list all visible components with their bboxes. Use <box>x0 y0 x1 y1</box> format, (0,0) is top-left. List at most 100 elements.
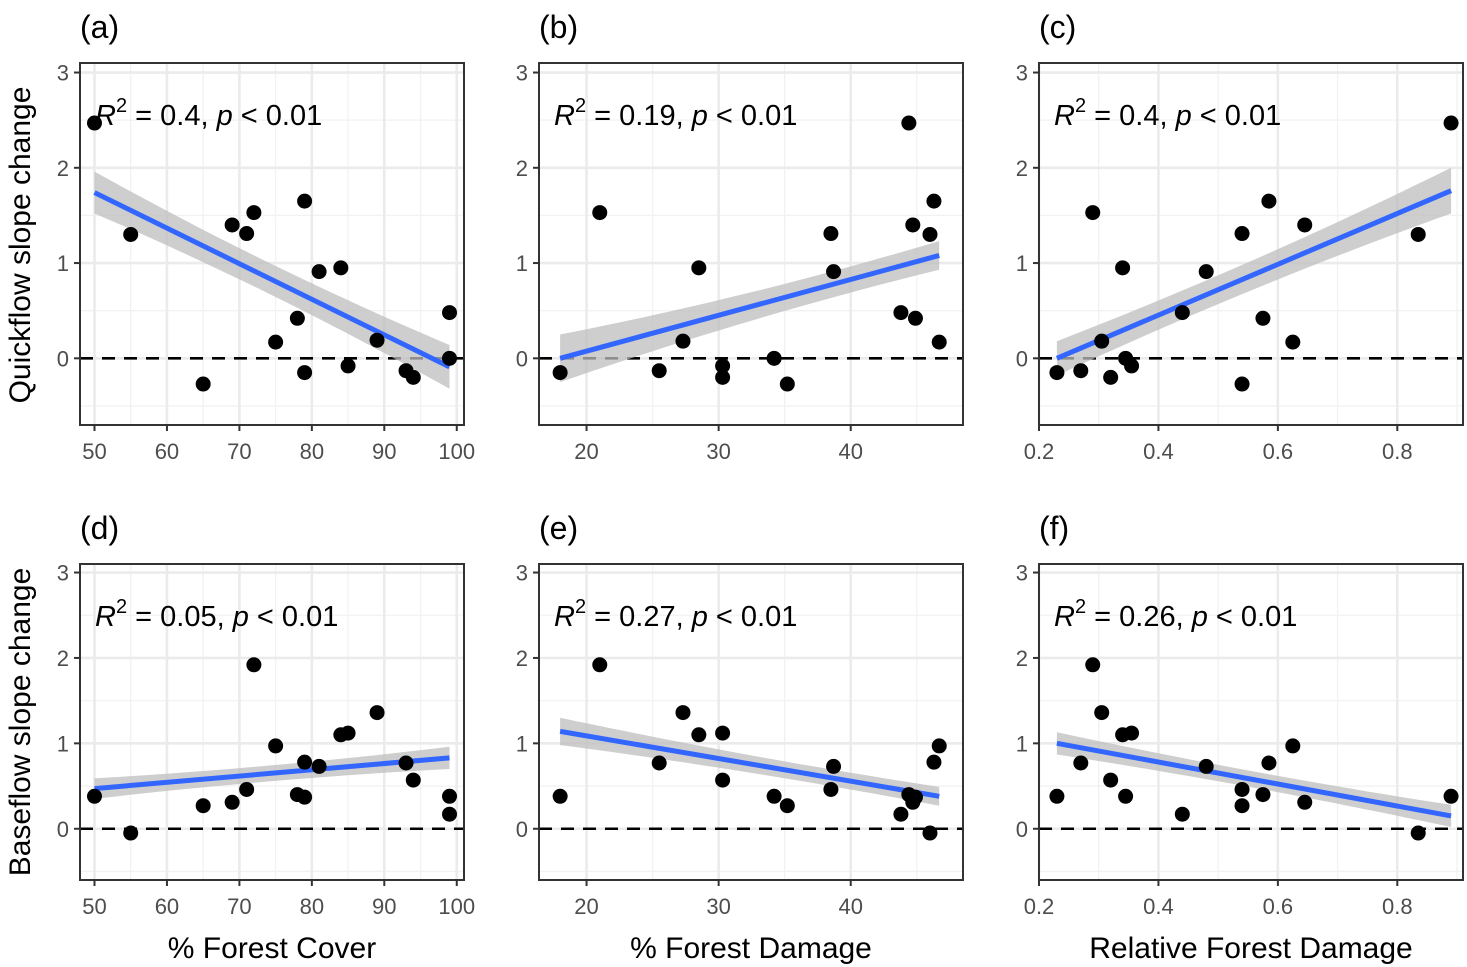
y-tick-label: 0 <box>57 817 69 842</box>
x-tick-label: 0.8 <box>1382 894 1413 919</box>
data-point <box>123 825 139 841</box>
data-point <box>1174 806 1190 822</box>
x-tick-label: 90 <box>372 894 396 919</box>
y-tick-label: 3 <box>1016 61 1028 86</box>
panel-border <box>538 62 964 426</box>
data-point <box>779 376 795 392</box>
y-axis-title-top: Quickflow slope change <box>4 87 37 404</box>
data-point <box>1285 738 1301 754</box>
x-tick-label: 0.6 <box>1263 439 1294 464</box>
data-point <box>1115 260 1131 276</box>
data-point <box>405 772 421 788</box>
y-tick-label: 0 <box>1016 817 1028 842</box>
data-point <box>442 806 458 822</box>
panel-label: (a) <box>80 9 119 45</box>
data-point <box>907 310 923 326</box>
data-point <box>297 789 313 805</box>
panel-border <box>538 563 964 881</box>
data-point <box>369 705 385 721</box>
data-point <box>297 365 313 381</box>
data-point <box>675 705 691 721</box>
x-axis-title: Relative Forest Damage <box>1089 932 1412 965</box>
x-tick-label: 0.6 <box>1263 894 1294 919</box>
y-tick-label: 2 <box>516 156 528 181</box>
data-point <box>1094 705 1110 721</box>
data-point <box>246 205 262 221</box>
data-point <box>691 260 707 276</box>
x-tick-label: 50 <box>82 439 106 464</box>
data-point <box>398 755 414 771</box>
fit-statistics-annotation: R2 = 0.4, p < 0.01 <box>1054 95 1281 132</box>
data-point <box>651 363 667 379</box>
x-tick-label: 30 <box>706 439 730 464</box>
data-point <box>1103 772 1119 788</box>
data-point <box>224 794 240 810</box>
fit-statistics-annotation: R2 = 0.26, p < 0.01 <box>1054 596 1297 633</box>
panel-border <box>1038 563 1464 881</box>
x-tick-label: 100 <box>438 894 475 919</box>
panel-border <box>79 563 465 881</box>
p-value: 0.01 <box>266 100 322 132</box>
y-tick-label: 2 <box>1016 646 1028 671</box>
y-tick-label: 3 <box>57 561 69 586</box>
r-squared-value: 0.26 <box>1119 601 1175 633</box>
x-tick-label: 80 <box>300 894 324 919</box>
fit-statistics-annotation: R2 = 0.4, p < 0.01 <box>95 95 322 132</box>
y-tick-label: 1 <box>516 251 528 276</box>
y-tick-label: 1 <box>57 731 69 756</box>
data-point <box>1285 334 1301 350</box>
data-point <box>823 781 839 797</box>
x-tick-label: 0.4 <box>1143 439 1174 464</box>
regression-line <box>559 728 940 799</box>
data-point <box>246 657 262 673</box>
data-point <box>715 358 731 374</box>
data-point <box>823 226 839 242</box>
data-point <box>1234 376 1250 392</box>
data-point <box>1297 794 1313 810</box>
confidence-band <box>560 241 940 383</box>
data-point <box>86 115 102 131</box>
y-tick-label: 2 <box>57 646 69 671</box>
p-value: 0.01 <box>1241 601 1297 633</box>
y-tick-label: 2 <box>57 156 69 181</box>
x-tick-label: 90 <box>372 439 396 464</box>
data-point <box>333 260 349 276</box>
data-point <box>766 350 782 366</box>
x-tick-label: 60 <box>155 439 179 464</box>
data-point <box>1103 369 1119 385</box>
r-squared-value: 0.4 <box>1119 100 1159 132</box>
panel-label: (e) <box>539 510 578 546</box>
p-value: 0.01 <box>1225 100 1281 132</box>
y-tick-label: 0 <box>516 817 528 842</box>
data-point <box>715 369 731 385</box>
r-squared-value: 0.19 <box>619 100 675 132</box>
data-point <box>289 310 305 326</box>
r-squared-value: 0.4 <box>160 100 200 132</box>
data-point <box>442 788 458 804</box>
x-tick-label: 50 <box>82 894 106 919</box>
data-point <box>552 365 568 381</box>
data-point <box>1049 788 1065 804</box>
regression-line <box>93 190 451 370</box>
y-tick-label: 3 <box>516 561 528 586</box>
data-point <box>826 758 842 774</box>
data-point <box>442 305 458 321</box>
data-point <box>340 358 356 374</box>
data-point <box>926 193 942 209</box>
panel-a: 0 1 2 3 50 60 70 80 90 100 (a) R2 = 0.4, p < 0.01 <box>57 9 475 464</box>
panel-b: 0 1 2 3 20 30 40 (b) R2 = 0.19, p < 0.01 <box>516 9 964 464</box>
x-tick-label: 70 <box>227 439 251 464</box>
data-point <box>931 738 947 754</box>
data-point <box>1255 310 1271 326</box>
fit-statistics-annotation: R2 = 0.05, p < 0.01 <box>95 596 338 633</box>
data-point <box>826 264 842 280</box>
data-point <box>1049 365 1065 381</box>
data-point <box>592 657 608 673</box>
data-point <box>922 825 938 841</box>
panel-border <box>79 62 465 426</box>
y-tick-label: 0 <box>516 346 528 371</box>
r-squared-value: 0.27 <box>619 601 675 633</box>
data-point <box>907 789 923 805</box>
